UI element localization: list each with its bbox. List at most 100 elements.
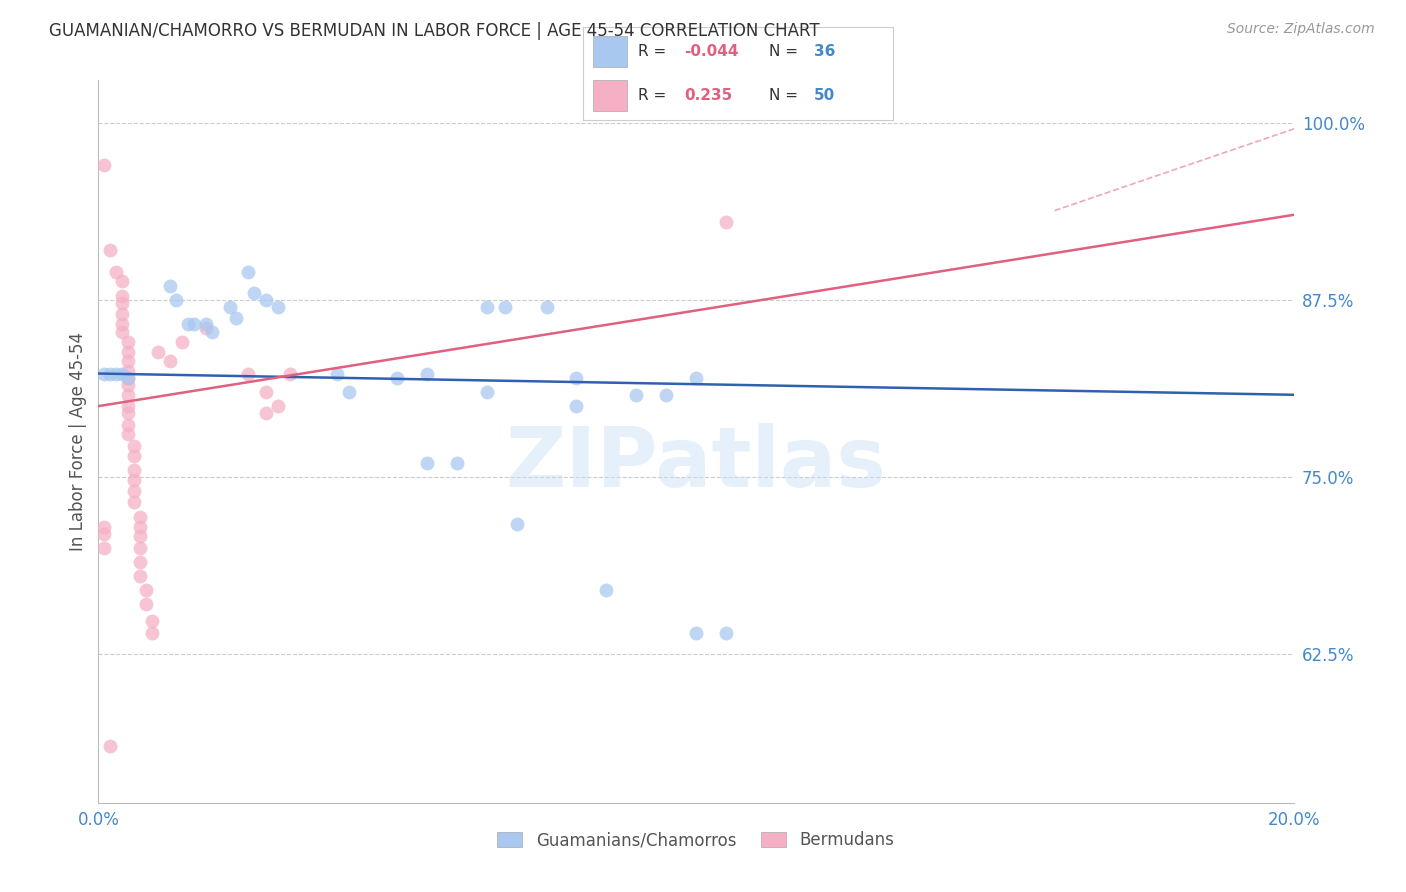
Point xyxy=(536,300,558,314)
Point xyxy=(129,529,152,543)
Point xyxy=(195,317,218,331)
Point xyxy=(236,367,259,381)
Point xyxy=(117,353,139,368)
Point xyxy=(124,449,146,463)
Legend: Guamanians/Chamorros, Bermudans: Guamanians/Chamorros, Bermudans xyxy=(491,824,901,856)
Point xyxy=(626,388,648,402)
Point xyxy=(172,335,194,350)
Point xyxy=(117,345,139,359)
Point xyxy=(111,326,134,340)
Point xyxy=(267,399,290,413)
Point xyxy=(135,598,157,612)
Point xyxy=(685,371,707,385)
Point xyxy=(93,526,115,541)
Point xyxy=(141,625,163,640)
Point xyxy=(129,509,152,524)
Point xyxy=(254,293,277,307)
Point xyxy=(105,264,128,278)
FancyBboxPatch shape xyxy=(593,80,627,111)
Point xyxy=(111,317,134,331)
Point xyxy=(93,158,115,172)
Point xyxy=(111,275,134,289)
Point xyxy=(339,384,361,399)
Point xyxy=(494,300,516,314)
Text: N =: N = xyxy=(769,88,803,103)
Point xyxy=(93,519,115,533)
Point xyxy=(267,300,290,314)
Point xyxy=(141,615,163,629)
Point xyxy=(655,388,678,402)
Point xyxy=(124,473,146,487)
Point xyxy=(117,399,139,413)
Point xyxy=(183,317,205,331)
Point xyxy=(385,371,409,385)
Text: 36: 36 xyxy=(814,44,835,59)
Point xyxy=(124,439,146,453)
Text: GUAMANIAN/CHAMORRO VS BERMUDAN IN LABOR FORCE | AGE 45-54 CORRELATION CHART: GUAMANIAN/CHAMORRO VS BERMUDAN IN LABOR … xyxy=(49,22,820,40)
Text: 50: 50 xyxy=(814,88,835,103)
Point xyxy=(117,371,139,385)
Text: R =: R = xyxy=(638,88,676,103)
Point xyxy=(117,335,139,350)
Point xyxy=(565,371,588,385)
Point xyxy=(117,371,139,385)
Point xyxy=(475,384,498,399)
Text: R =: R = xyxy=(638,44,671,59)
Point xyxy=(159,353,181,368)
Point xyxy=(93,541,115,555)
Point xyxy=(565,399,588,413)
Point xyxy=(124,484,146,499)
FancyBboxPatch shape xyxy=(593,36,627,67)
Point xyxy=(111,367,134,381)
Point xyxy=(475,300,498,314)
Point xyxy=(117,406,139,420)
Point xyxy=(195,321,218,335)
Point xyxy=(254,384,277,399)
Point xyxy=(177,317,200,331)
Point xyxy=(111,288,134,302)
Point xyxy=(326,367,349,381)
Text: Source: ZipAtlas.com: Source: ZipAtlas.com xyxy=(1227,22,1375,37)
Point xyxy=(714,215,737,229)
Point xyxy=(506,516,529,531)
Point xyxy=(219,300,242,314)
Point xyxy=(165,293,187,307)
Point xyxy=(135,583,157,598)
Y-axis label: In Labor Force | Age 45-54: In Labor Force | Age 45-54 xyxy=(69,332,87,551)
Text: 0.235: 0.235 xyxy=(685,88,733,103)
Point xyxy=(111,307,134,321)
Point xyxy=(148,345,170,359)
Point xyxy=(124,495,146,509)
Point xyxy=(236,264,259,278)
Point xyxy=(117,388,139,402)
Point xyxy=(595,583,617,598)
Point xyxy=(129,569,152,583)
Point xyxy=(416,367,439,381)
Point xyxy=(129,541,152,555)
Point xyxy=(124,463,146,477)
Point xyxy=(93,367,115,381)
Point xyxy=(685,625,707,640)
Point xyxy=(117,427,139,442)
Point xyxy=(225,311,247,326)
Text: N =: N = xyxy=(769,44,803,59)
Point xyxy=(98,739,122,753)
Point xyxy=(416,456,439,470)
Text: ZIPatlas: ZIPatlas xyxy=(506,423,886,504)
Point xyxy=(446,456,468,470)
Point xyxy=(201,326,224,340)
Point xyxy=(254,406,277,420)
Point xyxy=(159,278,181,293)
Point xyxy=(105,367,128,381)
Point xyxy=(129,519,152,533)
Text: -0.044: -0.044 xyxy=(685,44,738,59)
Point xyxy=(98,244,122,258)
Point xyxy=(117,377,139,392)
Point xyxy=(117,417,139,432)
Point xyxy=(278,367,301,381)
Point xyxy=(714,625,737,640)
Point xyxy=(98,367,122,381)
Point xyxy=(243,285,266,300)
Point xyxy=(111,295,134,310)
Point xyxy=(117,364,139,378)
